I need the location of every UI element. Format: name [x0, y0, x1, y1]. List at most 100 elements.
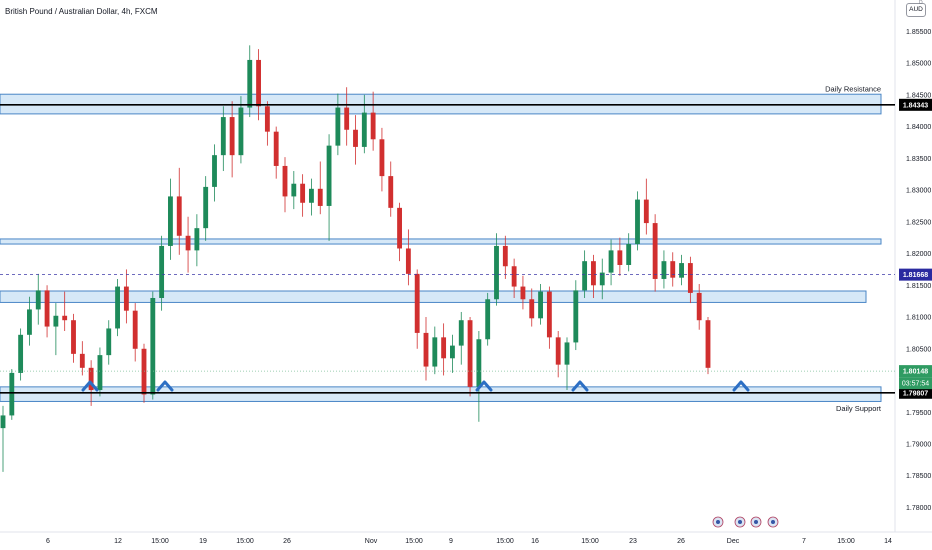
caret-marker-icon: [571, 380, 589, 392]
price-label-bg: [899, 98, 932, 111]
candle-body: [388, 176, 394, 208]
candle-body: [423, 332, 429, 367]
candle-body: [123, 286, 129, 311]
sr-zone: [0, 290, 867, 303]
x-tick-label: 14: [884, 538, 892, 545]
candle-body: [88, 367, 94, 391]
candle-body: [9, 372, 15, 416]
candle-body: [44, 290, 50, 327]
candle-body: [176, 196, 182, 236]
countdown-label: 03:57:54: [902, 381, 929, 388]
y-tick-label: 1.84500: [906, 92, 931, 99]
candle-body: [591, 261, 596, 286]
candle-body: [379, 139, 385, 177]
zone-annotation: Daily Resistance: [825, 85, 881, 94]
event-icons[interactable]: [712, 516, 779, 528]
candle-body: [115, 286, 120, 329]
candle-body: [141, 348, 147, 395]
candle-body: [555, 337, 561, 365]
candle-body: [194, 228, 200, 251]
candle-body: [494, 245, 499, 300]
symbol-title: British Pound / Australian Dollar, 4h, F…: [5, 7, 158, 16]
candle-body: [696, 292, 702, 321]
candle-body: [661, 261, 667, 279]
x-tick-label: 15:00: [837, 538, 855, 545]
candle-body: [229, 117, 235, 156]
price-label-bg: [899, 268, 932, 281]
grid-layer: [0, 0, 932, 533]
candle-body: [370, 112, 376, 140]
candle-body: [27, 309, 32, 335]
candle-body: [203, 186, 209, 229]
candle-body: [132, 310, 138, 349]
markers-layer: [81, 380, 750, 392]
candle-body: [467, 320, 473, 387]
y-tick-label: 1.78000: [906, 505, 931, 512]
flag-icon: [754, 520, 758, 524]
lines-layer: Daily Resistance Daily Support: [0, 85, 895, 413]
x-tick-label: 26: [283, 538, 291, 545]
candle-body: [282, 165, 288, 197]
price-axis[interactable]: 1.85500 1.85000 1.84500 1.84000 1.83500 1.830…: [899, 29, 932, 512]
candles-layer: [0, 45, 711, 472]
candle-body: [106, 328, 112, 356]
candle-body: [300, 183, 306, 203]
candle-body: [35, 290, 41, 310]
time-axis[interactable]: 6 12 15:00 19 15:00 26 Nov 15:00 9 15:00 16 15:00 23…: [46, 538, 892, 545]
candle-body: [635, 199, 640, 245]
sr-zone: [0, 238, 882, 245]
candle-body: [679, 263, 684, 278]
candle-body: [344, 107, 350, 130]
candle-body: [273, 131, 279, 166]
candle-body: [617, 250, 623, 265]
candle-body: [599, 272, 605, 286]
candle-body: [626, 244, 632, 265]
price-label-bg: [899, 365, 932, 378]
y-tick-label: 1.78500: [906, 473, 931, 480]
candle-body: [582, 261, 588, 291]
candle-body: [520, 286, 526, 300]
flag-icon: [738, 520, 742, 524]
candle-body: [309, 188, 314, 203]
currency-superscript: D: [919, 0, 923, 6]
countdown-bg: [899, 377, 932, 390]
candle-body: [150, 297, 156, 395]
y-tick-label: 1.85500: [906, 29, 931, 36]
caret-marker-icon: [156, 380, 174, 392]
candle-body: [185, 235, 191, 251]
x-tick-label: 6: [46, 538, 50, 545]
candle-body: [397, 207, 402, 249]
candle-body: [546, 291, 552, 338]
candle-body: [608, 250, 614, 273]
x-tick-label: 15:00: [236, 538, 254, 545]
candle-body: [643, 199, 649, 224]
currency-button[interactable]: AUD: [906, 3, 926, 17]
candle-body: [238, 107, 244, 156]
candle-body: [71, 320, 76, 354]
candle-body: [687, 263, 693, 293]
candle-body: [264, 106, 270, 132]
x-tick-label: 15:00: [496, 538, 514, 545]
caret-marker-icon: [475, 380, 493, 392]
x-tick-label: 9: [449, 538, 453, 545]
candle-body: [79, 353, 85, 368]
x-tick-label: 12: [114, 538, 122, 545]
price-label: 1.80148: [903, 369, 928, 376]
candle-body: [705, 320, 711, 368]
candle-body: [18, 334, 24, 373]
zone-annotation: Daily Support: [836, 404, 882, 413]
y-tick-label: 1.79500: [906, 410, 931, 417]
y-tick-label: 1.85000: [906, 61, 931, 68]
caret-marker-icon: [81, 380, 99, 392]
candle-body: [485, 299, 491, 340]
x-tick-label: 15:00: [581, 538, 599, 545]
candle-body: [573, 290, 579, 343]
candle-body: [53, 315, 59, 327]
price-label-bg: [899, 386, 932, 399]
candle-body: [159, 245, 165, 298]
y-tick-label: 1.81500: [906, 283, 931, 290]
price-label: 1.79807: [903, 390, 928, 397]
candle-body: [97, 355, 103, 391]
candle-body: [476, 339, 482, 387]
